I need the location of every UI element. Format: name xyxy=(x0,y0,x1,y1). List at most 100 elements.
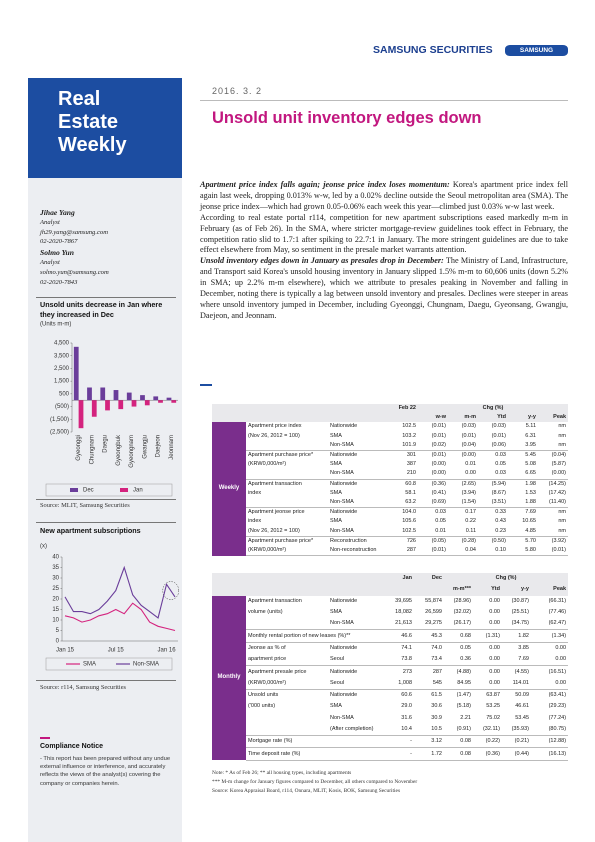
table-row: index SMA 58.1 (0.41) (3.94) (8.67) 1.53 (17.42… xyxy=(212,489,568,498)
table-cell: 18,082 xyxy=(395,609,412,616)
row-label: apartment price xyxy=(246,654,328,667)
table-cell: 1,008 xyxy=(382,677,414,690)
header-cell: m-m xyxy=(448,413,478,423)
table-cell: (80.75) xyxy=(531,723,569,737)
legend-label: Dec xyxy=(83,488,94,494)
table-cell: 10.65 xyxy=(522,518,536,525)
table-cell: (0.02) xyxy=(418,440,448,451)
x-tick-label: Gwangju xyxy=(142,435,148,459)
table-row: ('000 units) SMA 29.0 30.6 (5.18) 53.25 46.61 (… xyxy=(212,701,568,712)
note: Note: * As of Feb 26; ** all housing typ… xyxy=(212,770,352,776)
table-cell: 29,275 xyxy=(414,618,444,631)
row-label: (KRW0,000/m²) xyxy=(246,545,328,556)
row-name: Nationwide xyxy=(330,692,358,699)
table-cell: 0.05 xyxy=(495,461,506,468)
chart: (x) 0 5 10 15 20 25 30 35 40 Jan 15 Jul 15 Jan 16 SMA… xyxy=(40,544,180,671)
row-label: ('000 units) xyxy=(248,703,276,710)
table-cell: (0.50) xyxy=(491,537,506,544)
table-cell: 46.6 xyxy=(382,629,414,643)
legend-swatch xyxy=(70,488,78,492)
row-label: Apartment transaction xyxy=(248,597,302,604)
section-label: Weekly xyxy=(212,422,246,556)
bar xyxy=(144,400,150,406)
table-cell: (77.24) xyxy=(548,714,567,721)
table-cell: 210 xyxy=(382,469,418,480)
header-cell: Chg (%) xyxy=(418,404,569,414)
table-cell: (0.21) xyxy=(502,735,531,749)
table-cell: 73.8 xyxy=(382,654,414,667)
y-tick-label: 25 xyxy=(52,586,59,592)
bar xyxy=(78,400,84,429)
table-cell: 0.08 xyxy=(444,747,473,761)
bar xyxy=(87,387,92,401)
table-cell: 545 xyxy=(414,677,444,690)
row-label: Time deposit rate (%) xyxy=(246,747,382,761)
header-row: Jan Dec Chg (%) xyxy=(212,573,569,585)
header-cell xyxy=(212,584,444,596)
table-cell: 0.43 xyxy=(495,518,506,525)
table-cell: 0.08 xyxy=(444,735,473,749)
chart-title: New apartment subscriptions xyxy=(40,526,141,535)
table-cell: (0.01) xyxy=(461,432,476,439)
table-cell: 6.65 xyxy=(508,469,538,480)
table-cell: (11.40) xyxy=(538,497,569,509)
row-name: Non-SMA xyxy=(328,469,382,480)
series-title: Estate xyxy=(58,111,119,133)
compliance-text: - This report has been prepared without … xyxy=(40,756,171,787)
table-cell: - xyxy=(382,735,414,749)
header-cell: Ytd xyxy=(478,413,508,423)
x-tick-label: Chungnam xyxy=(89,435,95,464)
bar xyxy=(73,346,79,401)
table-row: (KRW0,000/m²) Non-reconstruction 287 (0.01)… xyxy=(212,545,569,556)
table-cell: 55,874 xyxy=(425,597,442,604)
table-cell: (0.04) xyxy=(551,452,567,459)
row-name: SMA xyxy=(330,461,342,468)
table-row: Unsold units Nationwide 60.6 61.5 (1.47) 63.8… xyxy=(212,689,568,701)
table-cell: 0.03 xyxy=(495,452,506,459)
header-cell xyxy=(212,404,382,414)
y-tick-label: 35 xyxy=(52,565,59,571)
header-cell: Dec xyxy=(414,573,444,585)
table-cell: 0.00 xyxy=(555,644,567,651)
row-name: SMA xyxy=(330,432,342,439)
row-label xyxy=(246,497,328,509)
y-tick-label: 30 xyxy=(52,576,59,582)
section-label: Monthly xyxy=(212,595,246,761)
table-cell: 0.22 xyxy=(465,518,476,525)
header-cell: Jan xyxy=(382,573,414,585)
table-cell: 0.00 xyxy=(489,644,500,651)
y-tick-label: 15 xyxy=(52,607,59,613)
table-cell: (0.22) xyxy=(473,735,502,749)
bar xyxy=(140,395,145,401)
table-cell: (5.18) xyxy=(456,703,471,710)
weekly-table: Feb 22 Chg (%) w-w m-m Ytd y-y Peak Weekly Apart… xyxy=(212,404,569,556)
table-cell: (1.34) xyxy=(531,629,569,643)
table-cell: 103.2 xyxy=(402,432,416,439)
table-cell: (0.06) xyxy=(478,440,508,451)
bar xyxy=(153,396,159,401)
table-cell: (3.92) xyxy=(551,537,567,544)
series-title: Weekly xyxy=(58,134,127,156)
table-cell: 73.4 xyxy=(414,654,444,667)
legend-label: Jan xyxy=(133,488,143,494)
row-label: (KRW0,000/m²) xyxy=(246,677,328,690)
table-row: index SMA 105.6 0.05 0.22 0.43 10.65 nm xyxy=(212,517,568,526)
row-name: Nationwide xyxy=(330,509,358,516)
row-label xyxy=(246,723,328,737)
table-cell: 1.72 xyxy=(414,747,444,761)
table-cell: 0.04 xyxy=(448,545,478,556)
table-cell: 0.23 xyxy=(478,526,508,537)
table-cell: 102.5 xyxy=(402,423,416,430)
table-cell: 287 xyxy=(382,545,418,556)
table-cell: 0.36 xyxy=(444,654,473,667)
table-cell: 0.00 xyxy=(473,654,502,667)
table-cell: 39,695 xyxy=(395,597,412,604)
table-cell: 0.00 xyxy=(448,469,478,480)
table-cell: (26.17) xyxy=(444,618,473,631)
table-cell: 21,613 xyxy=(382,618,414,631)
row-name: Nationwide xyxy=(330,644,358,651)
header-cell: y-y xyxy=(508,413,538,423)
paragraph-text: Korea's apartment price index fell again… xyxy=(200,180,568,211)
table-row: (Nov 26, 2012 = 100) SMA 103.2 (0.01) (0.01)… xyxy=(212,432,568,441)
table-row: Non-SMA 21,613 29,275 (26.17) 0.00 (34.75) (62… xyxy=(212,618,569,631)
